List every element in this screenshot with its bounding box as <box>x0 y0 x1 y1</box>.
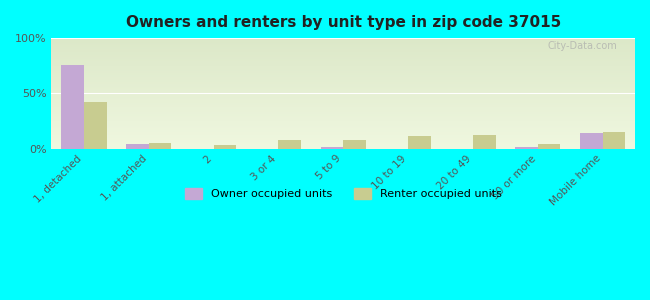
Bar <box>408 136 431 148</box>
Bar <box>126 144 149 148</box>
Bar <box>473 135 495 148</box>
Title: Owners and renters by unit type in zip code 37015: Owners and renters by unit type in zip c… <box>125 15 561 30</box>
Bar <box>214 145 236 148</box>
Bar <box>320 147 343 148</box>
Bar <box>603 132 625 148</box>
Legend: Owner occupied units, Renter occupied units: Owner occupied units, Renter occupied un… <box>181 183 506 204</box>
Text: City-Data.com: City-Data.com <box>548 41 617 51</box>
Bar <box>84 102 107 148</box>
Bar <box>580 133 603 148</box>
Bar <box>61 64 84 148</box>
Bar <box>343 140 366 148</box>
Bar <box>149 143 172 148</box>
Bar <box>515 147 538 148</box>
Bar <box>538 144 560 148</box>
Bar <box>278 140 301 148</box>
